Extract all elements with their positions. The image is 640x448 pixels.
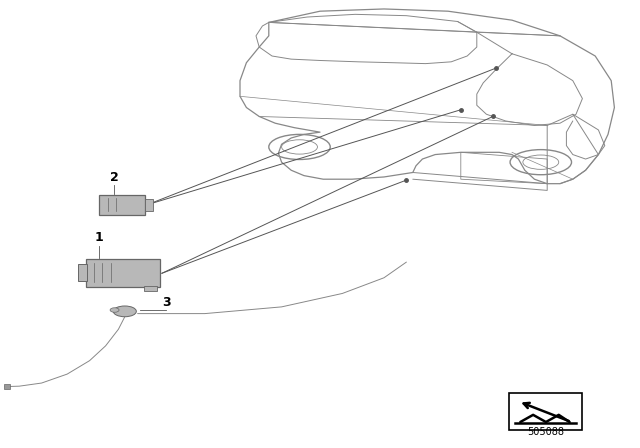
Bar	[509, 393, 582, 430]
Text: 1: 1	[95, 231, 104, 244]
FancyBboxPatch shape	[86, 259, 160, 287]
FancyBboxPatch shape	[145, 199, 153, 211]
Text: 505088: 505088	[527, 427, 564, 437]
Ellipse shape	[113, 306, 136, 317]
Text: 3: 3	[162, 296, 171, 309]
Bar	[4, 384, 10, 389]
Text: 2: 2	[109, 171, 118, 184]
Ellipse shape	[110, 308, 119, 312]
FancyBboxPatch shape	[78, 264, 87, 281]
FancyBboxPatch shape	[99, 195, 145, 215]
FancyBboxPatch shape	[144, 286, 157, 291]
